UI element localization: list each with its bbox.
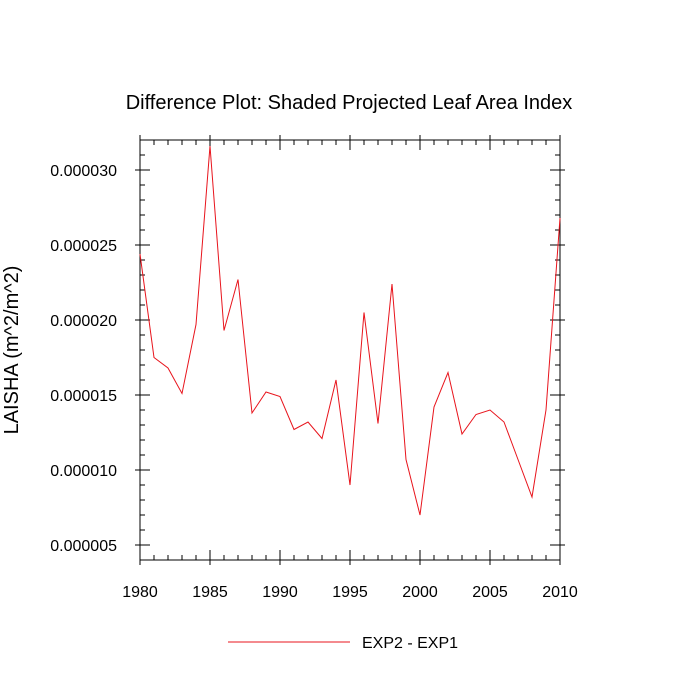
y-tick-label: 0.000010 [50, 463, 117, 480]
minor-ticks [140, 139, 560, 561]
y-tick-label: 0.000020 [50, 313, 117, 330]
legend-label-exp2-exp1: EXP2 - EXP1 [362, 635, 458, 652]
chart-title: Difference Plot: Shaded Projected Leaf A… [126, 92, 573, 114]
x-tick-label: 1990 [262, 584, 298, 601]
major-ticks [135, 135, 565, 565]
y-tick-labels: 0.000005 0.000010 0.000015 0.000020 0.000025… [50, 163, 117, 555]
x-tick-label: 2010 [542, 584, 578, 601]
x-tick-labels: 1980 1985 1990 1995 2000 2005 2010 [122, 584, 578, 601]
series-layer [139, 145, 561, 516]
y-axis-label: LAISHA (m^2/m^2) [1, 266, 23, 435]
x-tick-label: 1985 [192, 584, 228, 601]
legend: EXP2 - EXP1 [228, 635, 458, 652]
x-tick-label: 2000 [402, 584, 438, 601]
y-tick-label: 0.000030 [50, 163, 117, 180]
x-tick-label: 1980 [122, 584, 158, 601]
x-tick-label: 2005 [472, 584, 508, 601]
plot-area-frame [139, 139, 561, 561]
y-tick-label: 0.000015 [50, 388, 117, 405]
y-tick-label: 0.000025 [50, 238, 117, 255]
x-tick-label: 1995 [332, 584, 368, 601]
series-line-exp2-exp1 [139, 145, 561, 516]
y-tick-label: 0.000005 [50, 538, 117, 555]
